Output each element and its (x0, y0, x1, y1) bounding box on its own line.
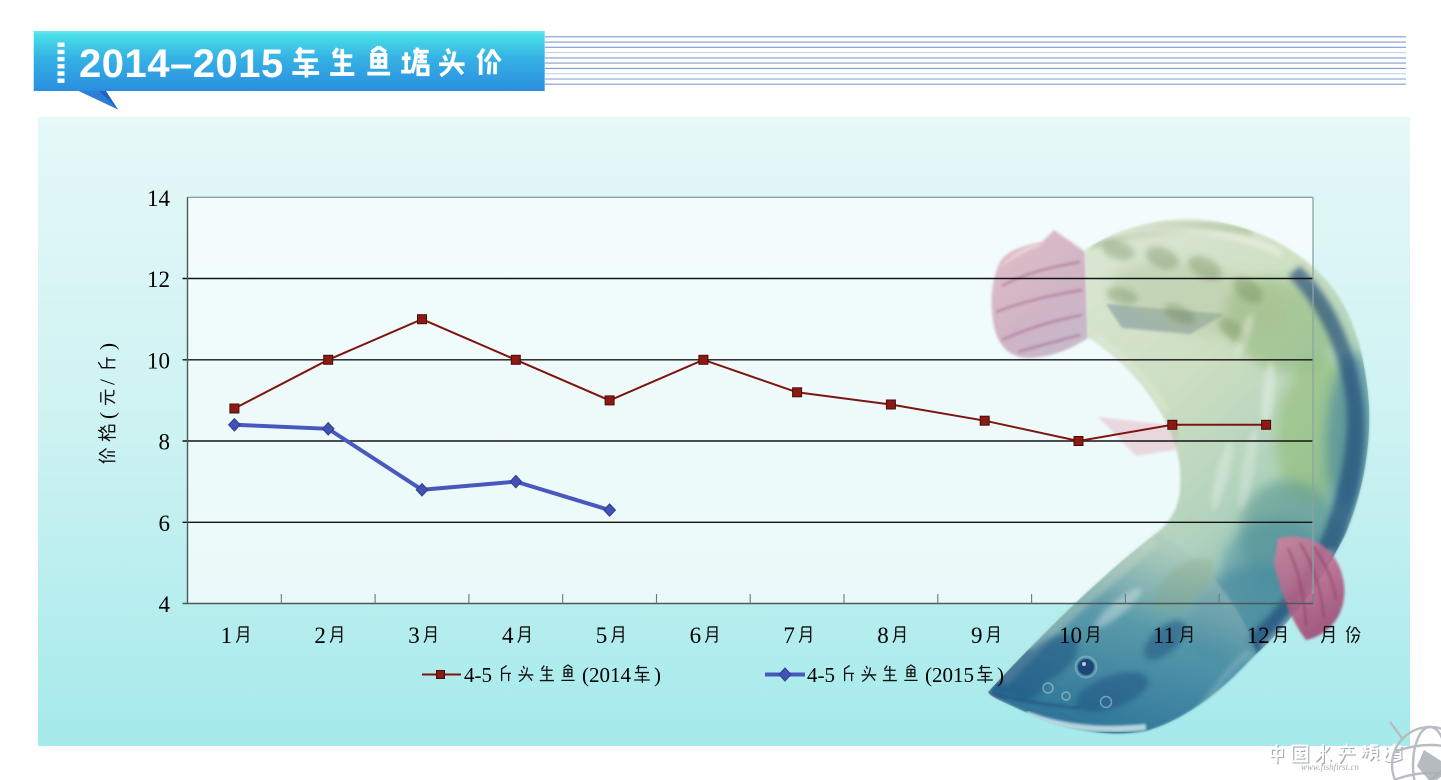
svg-text:(2015: (2015 (925, 663, 974, 687)
svg-text:1: 1 (221, 623, 233, 648)
svg-text:2: 2 (314, 623, 326, 648)
svg-text:11: 11 (1153, 623, 1175, 648)
svg-text:4-5: 4-5 (807, 663, 835, 687)
svg-text:4: 4 (159, 592, 171, 617)
svg-text:3: 3 (408, 623, 420, 648)
svg-text:7: 7 (783, 623, 795, 648)
svg-text:/: / (96, 379, 120, 385)
svg-text:9: 9 (971, 623, 983, 648)
svg-text:10: 10 (147, 348, 170, 373)
svg-text:(2014: (2014 (582, 663, 631, 687)
svg-text:6: 6 (159, 511, 171, 536)
svg-text:12: 12 (1247, 623, 1270, 648)
svg-text:2014–2015: 2014–2015 (79, 42, 284, 86)
svg-text:12: 12 (147, 267, 170, 292)
svg-text:): ) (96, 343, 120, 350)
svg-text:): ) (654, 663, 661, 687)
svg-text:8: 8 (877, 623, 889, 648)
svg-text:(: ( (96, 412, 120, 419)
svg-text:5: 5 (596, 623, 608, 648)
svg-text:): ) (997, 663, 1004, 687)
svg-text:www.fishfirst.cn: www.fishfirst.cn (1301, 762, 1359, 772)
svg-text:8: 8 (159, 430, 171, 455)
svg-text:4-5: 4-5 (464, 663, 492, 687)
svg-text:6: 6 (690, 623, 702, 648)
svg-text:4: 4 (502, 623, 514, 648)
svg-text:14: 14 (147, 186, 171, 211)
svg-text:10: 10 (1059, 623, 1082, 648)
